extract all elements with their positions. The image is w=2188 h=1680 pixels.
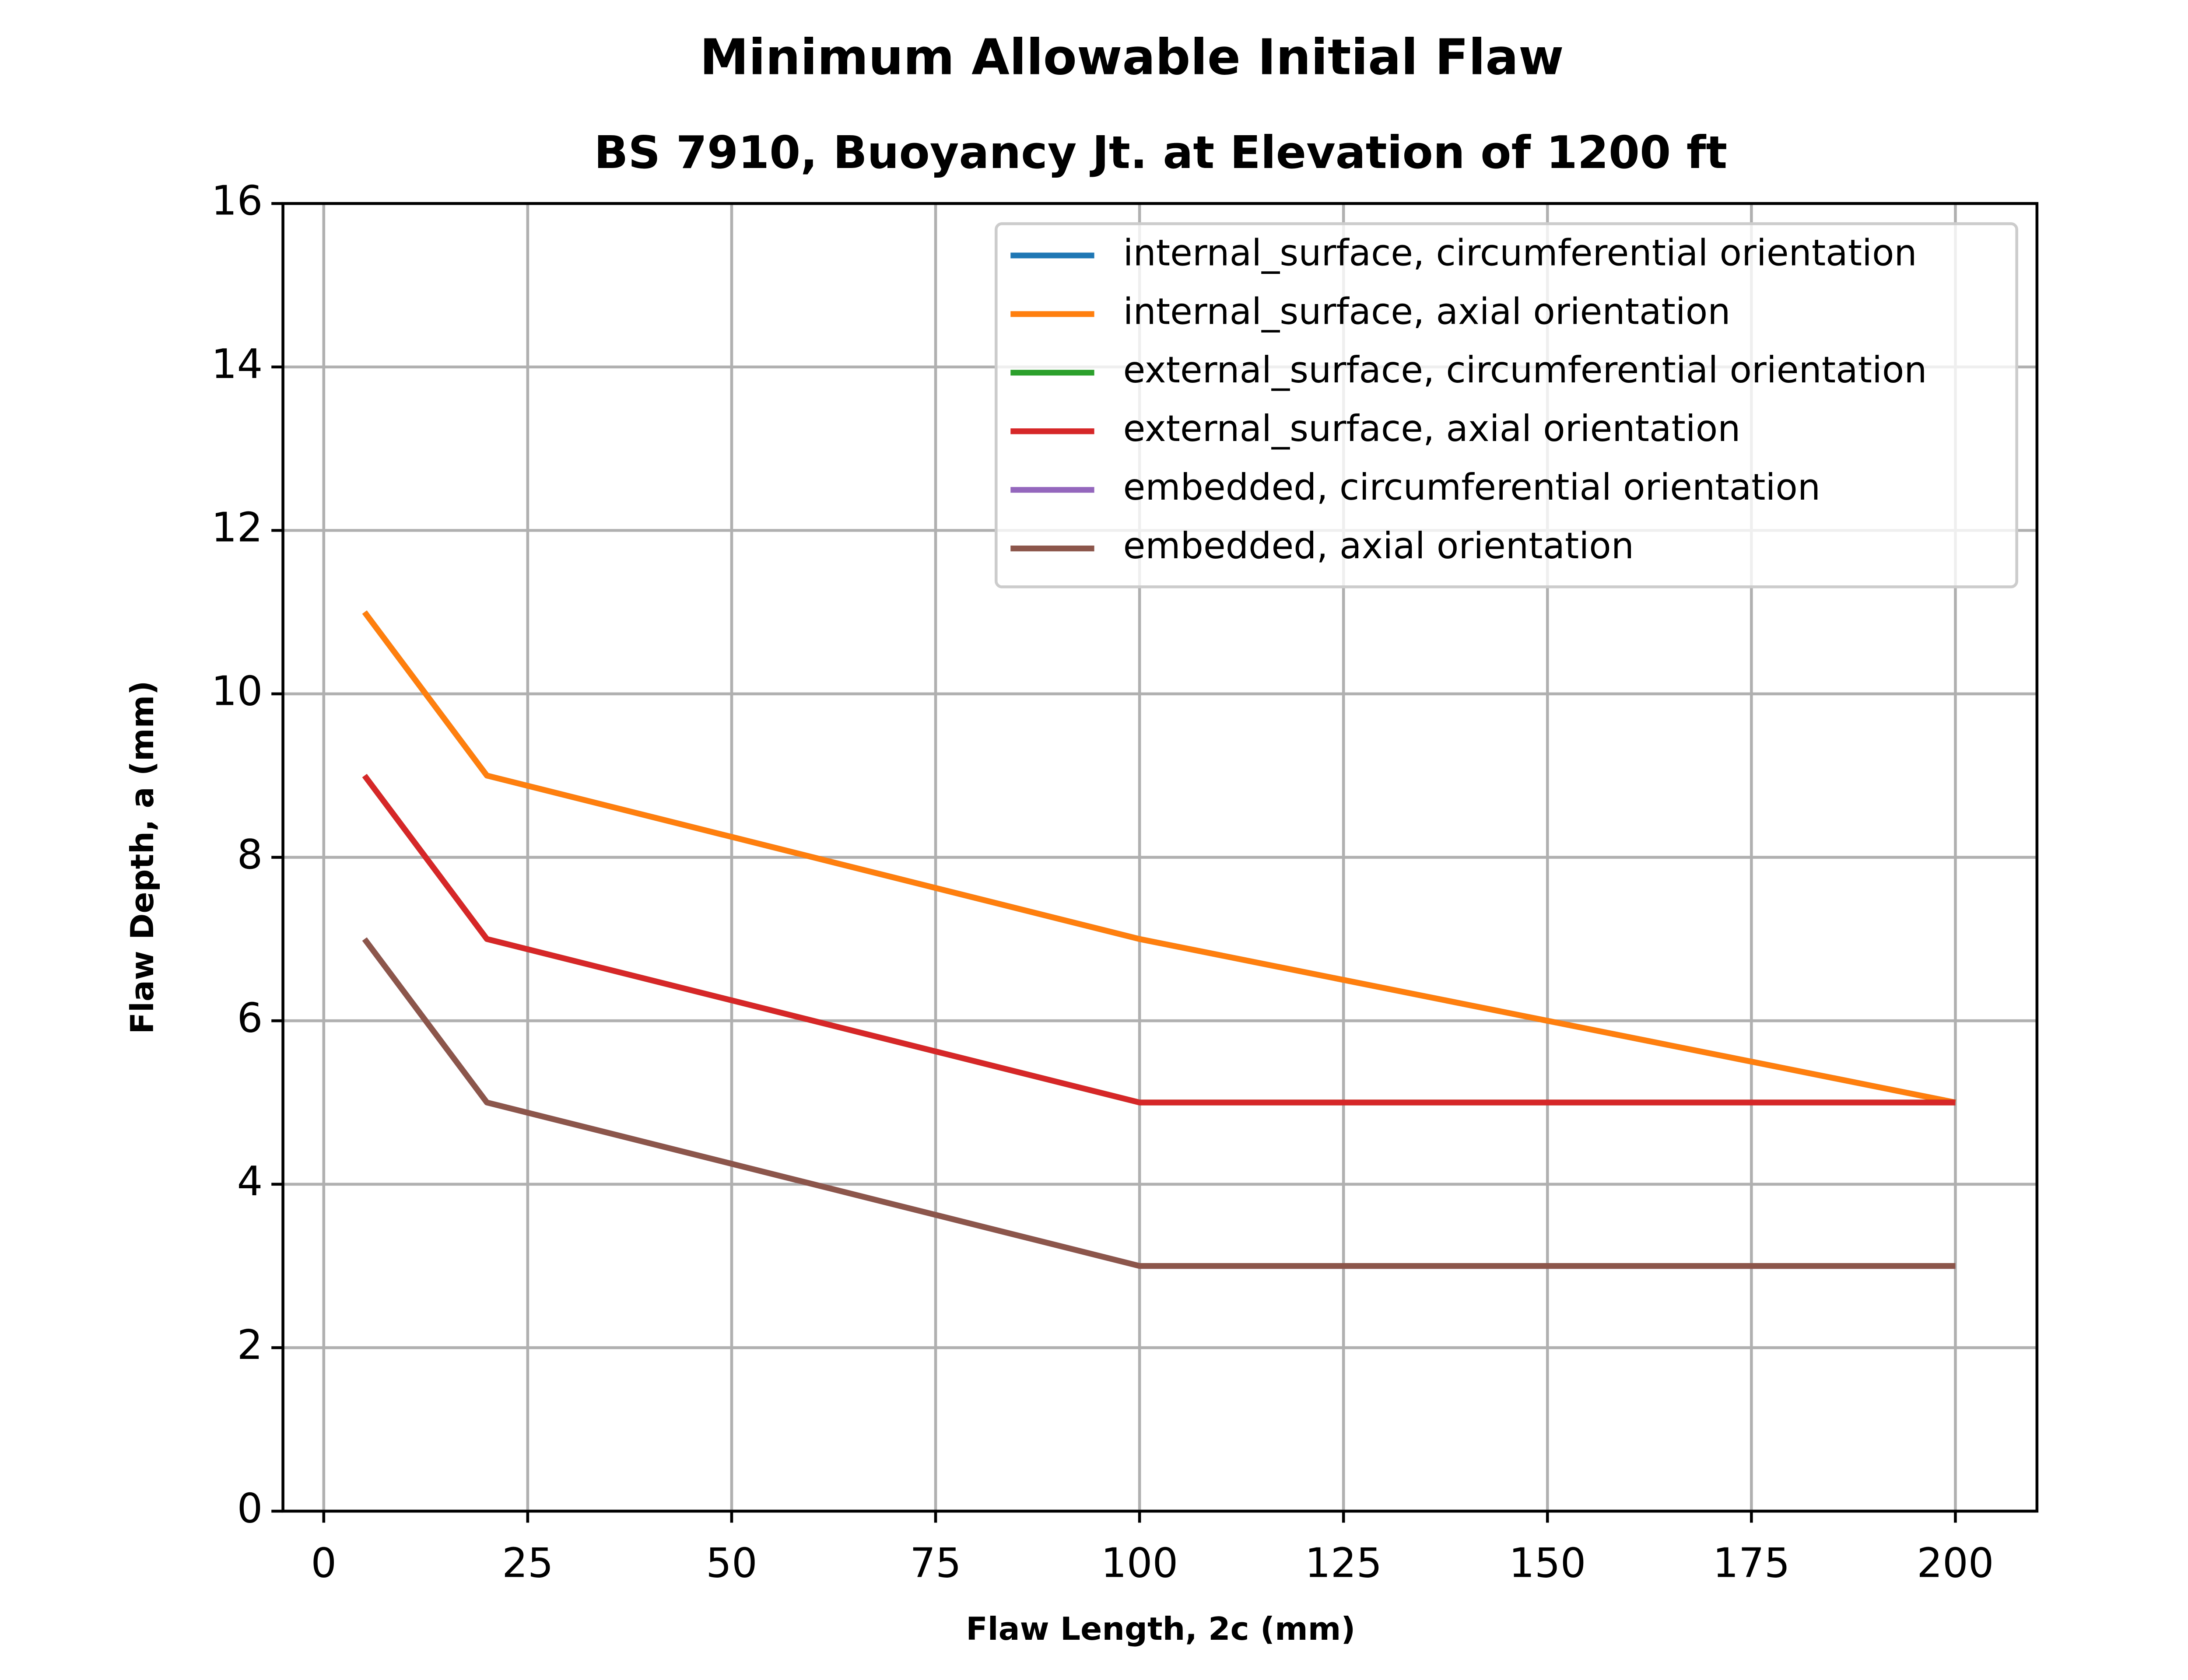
x-tick-label: 150 [1509,1540,1586,1587]
legend-label: embedded, circumferential orientation [1123,466,1821,508]
y-tick-label: 14 [211,340,263,388]
x-tick-label: 125 [1305,1540,1382,1587]
series-line [362,774,1956,1106]
y-tick-label: 10 [211,667,263,714]
y-tick-label: 12 [211,504,263,551]
legend-box [994,222,2018,588]
series-line [362,610,1956,1106]
y-tick-label: 16 [211,177,263,224]
chart-title: Minimum Allowable Initial Flaw [700,29,1564,86]
y-tick-label: 6 [237,994,263,1042]
x-tick-label: 175 [1713,1540,1790,1587]
y-tick-label: 0 [237,1484,263,1532]
x-tick-label: 75 [910,1540,961,1587]
legend: internal_surface, circumferential orient… [994,222,2018,588]
y-tick-label: 8 [237,831,263,878]
y-axis-label: Flaw Depth, a (mm) [124,681,161,1034]
y-tick-label: 4 [237,1158,263,1205]
y-tick-label: 2 [237,1321,263,1368]
legend-label: external_surface, circumferential orient… [1123,349,1927,391]
legend-label: internal_surface, circumferential orient… [1123,232,1917,274]
legend-label: external_surface, axial orientation [1123,408,1741,450]
legend-label: embedded, axial orientation [1123,525,1634,567]
x-tick-label: 200 [1917,1540,1994,1587]
series-line [362,937,1956,1269]
legend-label: internal_surface, axial orientation [1123,290,1731,332]
x-tick-label: 100 [1101,1540,1178,1587]
plot-frame [281,202,2039,1513]
x-tick-label: 25 [502,1540,554,1587]
x-axis-label: Flaw Length, 2c (mm) [966,1611,1355,1648]
x-tick-label: 0 [311,1540,337,1587]
chart-subtitle: BS 7910, Buoyancy Jt. at Elevation of 12… [594,127,1728,179]
x-tick-label: 50 [706,1540,757,1587]
